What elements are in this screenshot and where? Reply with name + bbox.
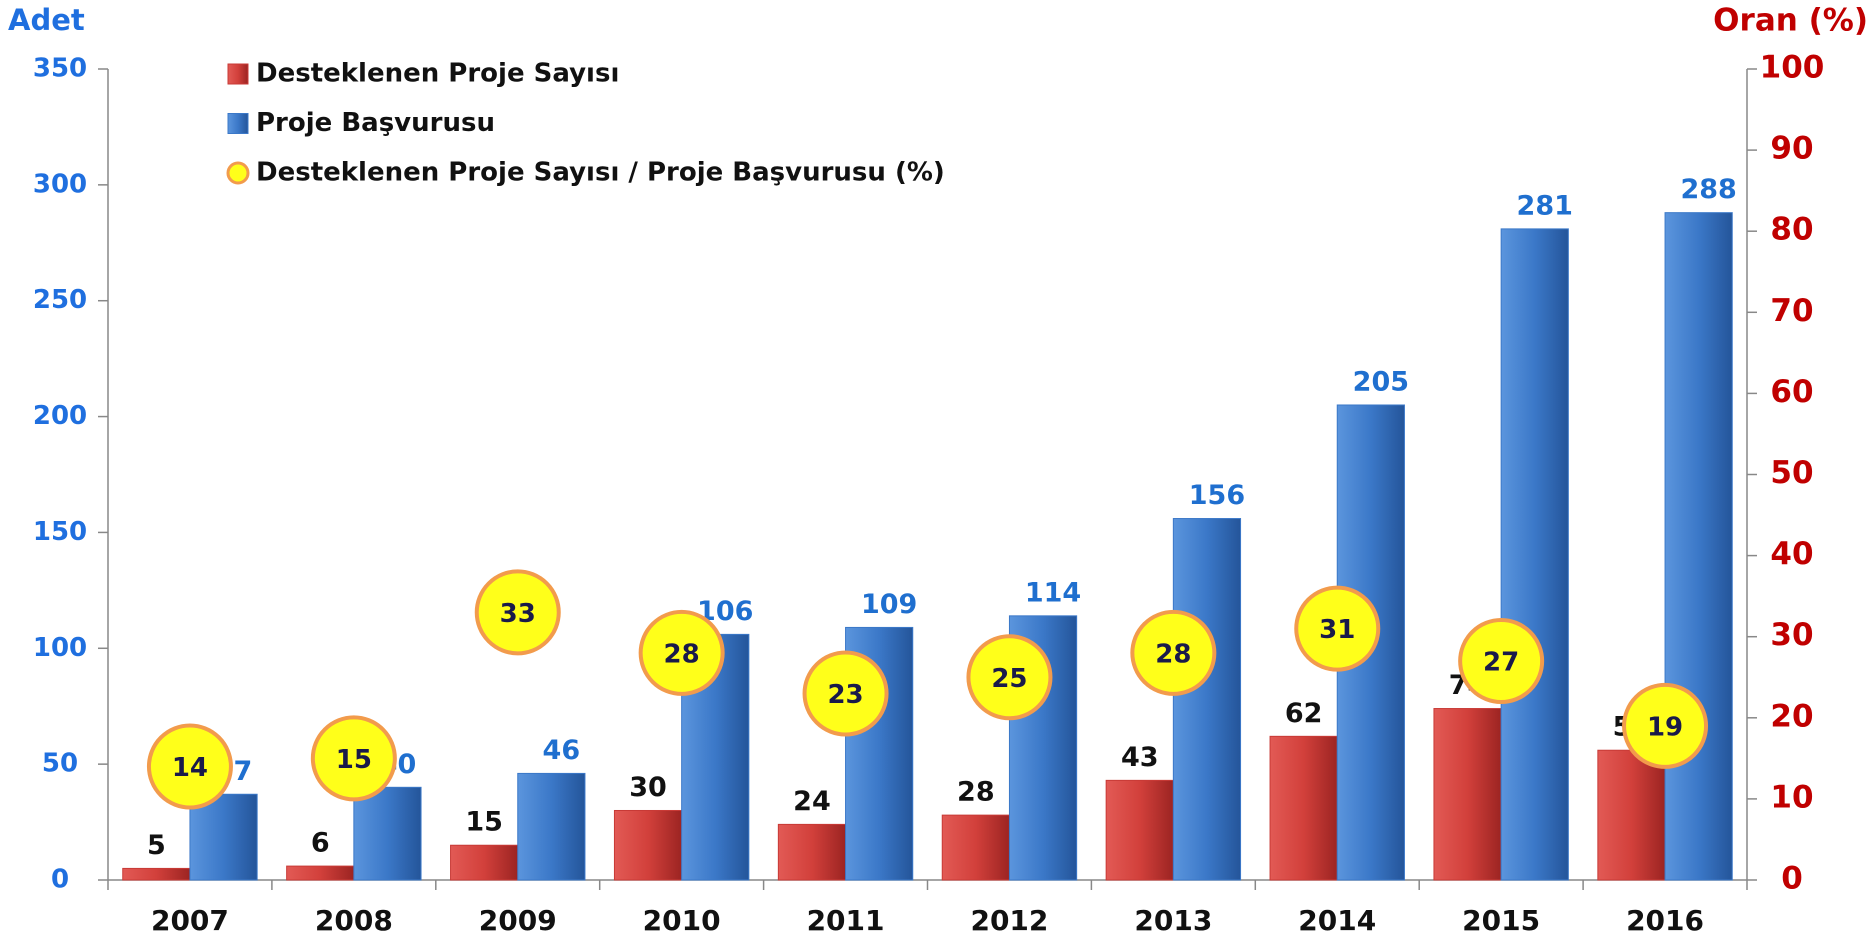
- bar: [1172, 518, 1242, 881]
- ratio-marker: [802, 650, 889, 737]
- y2-tick-label: 90: [1770, 131, 1813, 167]
- x-tick-label: 2014: [1298, 904, 1376, 937]
- bar: [1105, 779, 1174, 881]
- bar: [517, 772, 586, 881]
- bar: [1664, 212, 1733, 881]
- x-tick-label: 2011: [807, 904, 885, 937]
- ratio-marker: [1130, 609, 1217, 696]
- legend-marker: [227, 113, 249, 134]
- ratio-label: 15: [336, 745, 372, 775]
- y-axis-title: Adet: [8, 3, 85, 37]
- data-label: 62: [1285, 698, 1323, 729]
- data-label: 43: [1121, 742, 1159, 773]
- bar: [450, 844, 519, 881]
- ratio-label: 23: [827, 680, 863, 710]
- ratio-marker: [474, 569, 561, 656]
- bar: [189, 793, 258, 881]
- ratio-label: 33: [500, 599, 536, 629]
- ratio-marker: [1622, 682, 1709, 769]
- ratio-label: 31: [1319, 615, 1355, 645]
- y2-tick-label: 50: [1770, 455, 1813, 491]
- ratio-label: 14: [172, 753, 208, 783]
- y2-tick-label: 70: [1770, 293, 1813, 329]
- data-label: 205: [1353, 366, 1409, 397]
- ratio-marker: [966, 634, 1053, 721]
- y-tick-label: 300: [33, 169, 87, 199]
- y2-tick-label: 30: [1770, 617, 1813, 653]
- y2-tick-label: 100: [1760, 50, 1825, 86]
- bar: [941, 814, 1010, 881]
- bar: [777, 823, 847, 881]
- bar: [1433, 708, 1502, 881]
- ratio-label: 28: [1155, 639, 1191, 669]
- data-label: 6: [311, 828, 330, 859]
- y-tick-label: 50: [42, 749, 78, 779]
- bar: [122, 867, 191, 881]
- data-label: 5: [147, 830, 166, 861]
- bar: [1500, 228, 1569, 881]
- y-tick-label: 250: [33, 285, 87, 315]
- data-label: 30: [629, 772, 667, 803]
- legend-label: Desteklenen Proje Sayısı / Proje Başvuru…: [256, 158, 945, 188]
- x-tick-label: 2013: [1134, 904, 1212, 937]
- ratio-label: 27: [1483, 648, 1519, 678]
- y-tick-label: 150: [33, 517, 87, 547]
- ratio-marker: [638, 609, 725, 696]
- legend-label: Proje Başvurusu: [256, 108, 495, 138]
- x-tick-label: 2008: [315, 904, 393, 937]
- data-label: 46: [543, 735, 581, 766]
- bar: [353, 786, 422, 881]
- data-label: 281: [1517, 190, 1573, 221]
- y-tick-label: 0: [51, 865, 69, 895]
- y-tick-label: 100: [33, 633, 87, 663]
- y2-tick-label: 80: [1770, 212, 1813, 248]
- ratio-label: 19: [1647, 712, 1683, 742]
- y2-tick-label: 10: [1770, 779, 1813, 815]
- y-tick-label: 200: [33, 401, 87, 431]
- y-tick-label: 350: [33, 54, 87, 84]
- bar: [613, 809, 683, 881]
- y2-tick-label: 40: [1770, 536, 1813, 572]
- legend-marker: [227, 63, 249, 85]
- ratio-marker: [146, 723, 233, 810]
- y2-tick-label: 20: [1770, 698, 1813, 734]
- data-label: 15: [465, 807, 503, 838]
- y2-axis-title: Oran (%): [1713, 3, 1868, 39]
- x-tick-label: 2012: [970, 904, 1048, 937]
- y2-tick-label: 60: [1770, 374, 1813, 410]
- x-tick-label: 2007: [151, 904, 229, 937]
- data-label: 114: [1025, 577, 1081, 608]
- legend-label: Desteklenen Proje Sayısı: [256, 59, 619, 89]
- bar: [286, 865, 355, 881]
- data-label: 109: [861, 589, 917, 620]
- bar: [1597, 749, 1666, 881]
- data-label: 156: [1189, 480, 1245, 511]
- ratio-marker: [1458, 618, 1545, 705]
- data-label: 24: [793, 786, 831, 817]
- x-tick-label: 2010: [643, 904, 721, 937]
- ratio-marker: [310, 715, 397, 802]
- ratio-label: 28: [664, 639, 700, 669]
- x-tick-label: 2016: [1626, 904, 1704, 937]
- ratio-label: 25: [991, 664, 1027, 694]
- x-tick-label: 2009: [479, 904, 557, 937]
- y2-tick-label: 0: [1781, 861, 1803, 897]
- legend-marker: [226, 161, 250, 185]
- ratio-marker: [1294, 585, 1381, 672]
- bar: [1269, 735, 1338, 881]
- x-tick-label: 2015: [1462, 904, 1540, 937]
- data-label: 28: [957, 777, 995, 808]
- data-label: 288: [1680, 174, 1736, 205]
